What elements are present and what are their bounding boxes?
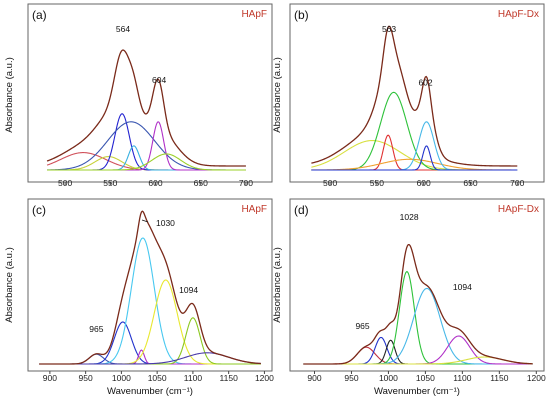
panel-a-peak-label-1: 564 <box>116 24 130 34</box>
panel-a-envelope <box>46 49 246 167</box>
panel-d-x-tick-label-1000: 1000 <box>379 373 398 383</box>
panel-d-x-tick-label-900: 900 <box>307 373 321 383</box>
panel-b-x-tick-label-700: 700 <box>510 178 524 188</box>
panel-d-letter: (d) <box>294 203 309 217</box>
panel-a-sample-label: HApF <box>241 9 267 20</box>
panel-d-sample-label: HApF-Dx <box>498 204 539 215</box>
panel-d-frame <box>289 198 545 372</box>
panel-c-sample-label: HApF <box>241 204 267 215</box>
panel-d-x-tick-label-1100: 1100 <box>453 373 472 383</box>
panel-d-x-axis-label: Wavenumber (cm⁻¹) <box>374 386 460 397</box>
panel-b-x-tick-label-500: 500 <box>323 178 337 188</box>
panel-a-x-tick-label-700: 700 <box>239 178 253 188</box>
panel-c-y-axis-label: Absorbance (a.u.) <box>4 247 15 323</box>
panel-d-peak-label-2: 965 <box>355 321 369 331</box>
panel-d-x-tick-label-1050: 1050 <box>416 373 435 383</box>
panel-c-peak-label-2: 965 <box>89 324 103 334</box>
panel-c-envelope <box>39 210 261 365</box>
panel-d-y-axis-label: Absorbance (a.u.) <box>272 247 283 323</box>
panel-c-x-axis-label: Wavenumber (cm⁻¹) <box>107 386 193 397</box>
panel-d-envelope <box>303 243 533 365</box>
panel-c-x-tick-label-950: 950 <box>79 373 93 383</box>
panel-c-x-tick-label-900: 900 <box>43 373 57 383</box>
panel-b-y-axis-label: Absorbance (a.u.) <box>272 57 283 133</box>
panel-b-frame <box>289 3 545 183</box>
panel-c-x-tick-label-1100: 1100 <box>184 373 203 383</box>
panel-b-letter: (b) <box>294 8 309 22</box>
panel-c-letter: (c) <box>32 203 46 217</box>
panel-b-x-tick-label-600: 600 <box>417 178 431 188</box>
panel-b-x-tick-label-550: 550 <box>370 178 384 188</box>
panel-a-x-tick-label-650: 650 <box>194 178 208 188</box>
panel-a-y-axis-label: Absorbance (a.u.) <box>4 57 15 133</box>
panel-c-frame <box>27 198 273 372</box>
panel-d-x-tick-label-950: 950 <box>344 373 358 383</box>
panel-a-x-tick-label-550: 550 <box>103 178 117 188</box>
panel-a-component-7 <box>47 153 246 171</box>
panel-d-x-tick-label-1150: 1150 <box>490 373 509 383</box>
panel-d-peak-label-3: 1094 <box>453 282 472 292</box>
panel-a-x-tick-label-500: 500 <box>58 178 72 188</box>
panel-b-envelope <box>311 25 518 167</box>
panel-d-peak-label-1: 1028 <box>400 212 419 222</box>
panel-c-x-tick-label-1050: 1050 <box>148 373 167 383</box>
panel-b-component-6 <box>311 145 518 171</box>
panel-c-x-tick-label-1150: 1150 <box>220 373 239 383</box>
panel-c-peak-label-1: 1030 <box>156 218 175 228</box>
panel-c-x-tick-label-1200: 1200 <box>255 373 274 383</box>
panel-a-letter: (a) <box>32 8 47 22</box>
panel-a-x-tick-label-600: 600 <box>148 178 162 188</box>
panel-b-x-tick-label-650: 650 <box>463 178 477 188</box>
panel-b-peak-label-1: 563 <box>382 24 396 34</box>
panel-d-x-tick-label-1200: 1200 <box>527 373 546 383</box>
panel-b-peak-label-2: 602 <box>418 78 432 88</box>
panel-c-peak-arrow-1 <box>141 219 149 223</box>
panel-b-sample-label: HApF-Dx <box>498 9 539 20</box>
panel-a-peak-label-2: 604 <box>152 75 166 85</box>
panel-a-frame <box>27 3 273 183</box>
panel-c-x-tick-label-1000: 1000 <box>112 373 131 383</box>
panel-c-peak-label-3: 1094 <box>179 285 198 295</box>
